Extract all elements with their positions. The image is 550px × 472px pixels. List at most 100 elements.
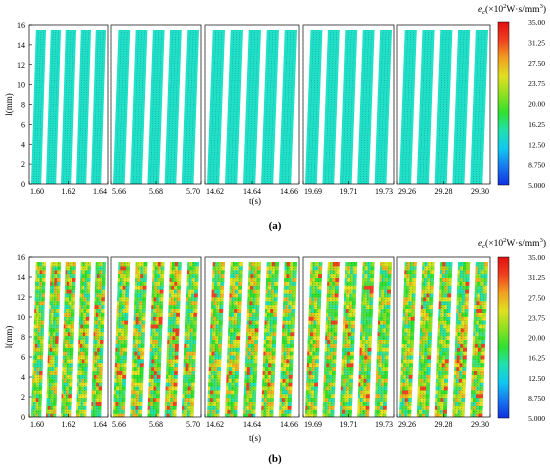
energy-cell: [444, 277, 450, 282]
energy-cell: [132, 405, 138, 410]
energy-cell: [125, 289, 131, 294]
energy-cell: [152, 335, 158, 340]
energy-cell: [408, 285, 414, 290]
energy-cell: [366, 304, 372, 309]
energy-cell: [381, 265, 387, 271]
energy-cell: [448, 269, 453, 275]
energy-cell: [227, 312, 233, 317]
energy-cell: [124, 324, 129, 329]
energy-cell: [96, 285, 102, 290]
energy-cell: [170, 308, 176, 313]
deposition-stripe: [91, 262, 106, 417]
energy-cell: [138, 401, 144, 406]
y-tick-label: 8: [21, 101, 25, 110]
energy-cell: [288, 304, 294, 309]
energy-cell: [458, 378, 464, 383]
energy-cell: [288, 312, 294, 317]
energy-cell: [186, 347, 192, 352]
energy-cell: [119, 382, 125, 387]
energy-cell: [352, 293, 358, 298]
energy-cell: [82, 343, 87, 348]
energy-cell: [155, 324, 161, 329]
energy-cell: [173, 300, 179, 306]
energy-cell: [172, 405, 178, 410]
energy-cell: [483, 269, 488, 275]
energy-cell: [48, 401, 53, 406]
energy-cell: [133, 289, 139, 294]
energy-cell: [154, 285, 159, 290]
energy-cell: [286, 262, 292, 267]
energy-cell: [93, 393, 98, 399]
energy-cell: [446, 308, 452, 313]
energy-cell: [342, 320, 348, 325]
energy-cell: [69, 281, 74, 286]
energy-cell: [158, 327, 164, 333]
energy-cell: [429, 296, 435, 302]
energy-cell: [408, 389, 414, 395]
energy-cell: [191, 370, 197, 375]
energy-cell: [113, 397, 118, 402]
energy-cell: [284, 335, 290, 340]
energy-cell: [48, 378, 54, 383]
energy-cell: [378, 370, 384, 375]
energy-cell: [91, 370, 96, 375]
energy-cell: [98, 386, 104, 391]
energy-cell: [229, 273, 235, 278]
energy-cell: [37, 343, 42, 348]
energy-cell: [170, 374, 176, 379]
energy-cell: [234, 386, 240, 391]
energy-cell: [470, 401, 475, 406]
energy-cell: [448, 265, 453, 271]
energy-cell: [228, 285, 234, 290]
energy-cell: [124, 300, 130, 306]
stripe-hatch: [33, 29, 39, 185]
energy-cell: [210, 293, 216, 298]
energy-cell: [209, 316, 215, 321]
energy-cell: [122, 370, 128, 375]
energy-cell: [252, 304, 258, 309]
energy-cell: [149, 324, 155, 329]
energy-cell: [261, 382, 267, 387]
energy-cell: [459, 370, 465, 375]
energy-cell: [98, 382, 104, 387]
energy-cell: [93, 312, 98, 317]
energy-cell: [52, 327, 58, 333]
energy-cell: [475, 331, 481, 337]
energy-cell: [455, 374, 462, 379]
energy-cell: [383, 316, 389, 321]
energy-cell: [478, 405, 484, 410]
energy-cell: [348, 393, 354, 399]
energy-cell: [417, 378, 423, 383]
energy-cell: [359, 405, 365, 410]
energy-cell: [424, 351, 430, 356]
energy-cell: [434, 405, 440, 410]
energy-cell: [289, 366, 295, 371]
energy-cell: [351, 316, 357, 321]
energy-cell: [211, 265, 217, 271]
energy-cell: [137, 343, 143, 348]
energy-cell: [148, 351, 154, 356]
energy-cell: [175, 320, 181, 325]
energy-cell: [184, 386, 190, 391]
energy-cell: [423, 285, 429, 290]
energy-cell: [477, 362, 483, 368]
energy-cell: [326, 269, 332, 275]
energy-cell: [130, 397, 135, 402]
energy-cell: [193, 300, 199, 306]
energy-cell: [175, 327, 181, 333]
energy-cell: [173, 304, 179, 309]
energy-cell: [237, 293, 243, 298]
energy-cell: [317, 296, 323, 302]
energy-cell: [139, 374, 145, 379]
energy-cell: [327, 324, 333, 329]
energy-cell: [407, 401, 413, 406]
energy-cell: [425, 409, 431, 414]
energy-cell: [94, 262, 100, 267]
energy-cell: [122, 355, 128, 360]
energy-cell: [381, 277, 387, 282]
energy-cell: [364, 339, 370, 344]
energy-cell: [48, 382, 54, 387]
energy-cell: [172, 339, 178, 344]
energy-cell: [65, 413, 70, 417]
energy-cell: [51, 370, 57, 375]
